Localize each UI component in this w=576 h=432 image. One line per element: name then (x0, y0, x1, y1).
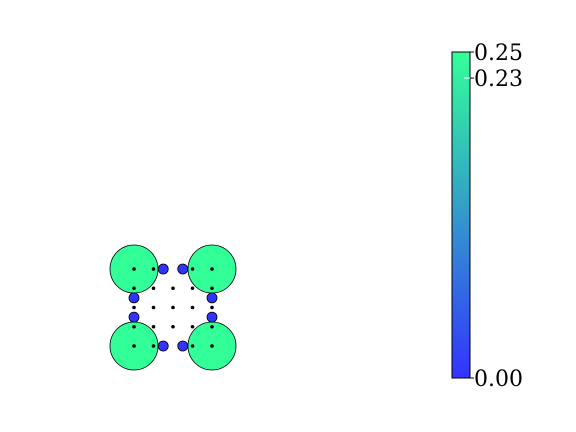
small-dot-point-9 (132, 305, 136, 310)
colorbar-gradient (451, 51, 471, 379)
colorbar: 0.00 0.230.25 (451, 41, 523, 392)
medium-circle-point-6 (157, 340, 169, 352)
small-dot-point-3 (210, 267, 214, 271)
small-dot-point-1 (151, 267, 156, 271)
small-dot-point-15 (151, 324, 156, 329)
series-medium-circle (128, 263, 218, 352)
small-dot-point-4 (132, 286, 136, 291)
small-dot-point-0 (132, 267, 136, 271)
small-dot-point-19 (132, 344, 136, 348)
colorbar-ticks: 0.00 0.230.25 (464, 41, 523, 392)
small-dot-point-20 (151, 344, 156, 348)
small-dot-point-21 (190, 344, 195, 348)
small-dot-point-17 (190, 324, 195, 329)
medium-circle-point-7 (177, 340, 189, 352)
small-dot-point-8 (210, 286, 214, 291)
small-dot-point-22 (210, 344, 214, 348)
medium-circle-point-2 (128, 292, 140, 304)
small-dot-point-10 (151, 305, 156, 310)
medium-circle-point-3 (206, 292, 218, 304)
plot-area (109, 244, 237, 371)
small-dot-point-14 (132, 324, 136, 329)
small-dot-point-5 (151, 286, 156, 291)
small-dot-point-6 (171, 286, 175, 291)
small-dot-point-16 (171, 324, 175, 329)
colorbar-tick-label-2: 0.25 (474, 41, 523, 66)
colorbar-tick-label-0: 0.00 (474, 367, 523, 392)
small-dot-point-2 (190, 267, 195, 271)
small-dot-point-7 (190, 286, 195, 291)
medium-circle-point-4 (128, 311, 140, 323)
small-dot-point-11 (171, 305, 175, 310)
medium-circle-point-0 (157, 263, 169, 275)
medium-circle-point-1 (177, 263, 189, 275)
small-dot-point-18 (210, 324, 214, 329)
series-small-dot (132, 267, 214, 348)
colorbar-tick-label-1: 0.23 (474, 67, 523, 92)
small-dot-point-13 (210, 305, 214, 310)
medium-circle-point-5 (206, 311, 218, 323)
small-dot-point-12 (190, 305, 195, 310)
